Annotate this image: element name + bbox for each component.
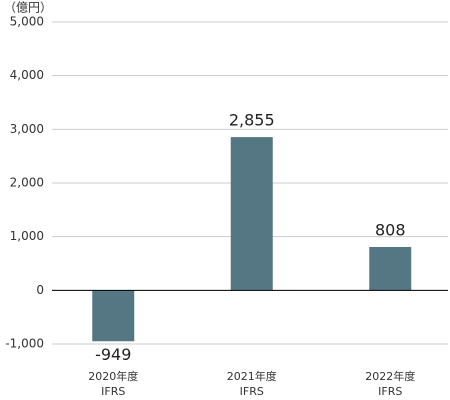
y-tick-label: 5,000 bbox=[10, 15, 44, 29]
y-tick-label: 3,000 bbox=[10, 122, 44, 136]
value-label: -949 bbox=[95, 345, 131, 364]
value-label: 2,855 bbox=[229, 111, 275, 130]
x-tick-label: IFRS bbox=[101, 385, 125, 398]
x-tick-label: 2022年度 bbox=[365, 369, 415, 383]
x-tick-label: 2020年度 bbox=[88, 369, 138, 383]
y-tick-label: 1,000 bbox=[10, 229, 44, 243]
bar bbox=[230, 137, 273, 291]
x-tick-label: IFRS bbox=[240, 385, 264, 398]
y-tick-label: -1,000 bbox=[5, 337, 44, 351]
y-tick-label: 2,000 bbox=[10, 176, 44, 190]
y-tick-label: 0 bbox=[36, 283, 44, 297]
value-label: 808 bbox=[375, 220, 406, 239]
y-axis-label: （億円） bbox=[4, 1, 52, 15]
y-tick-label: 4,000 bbox=[10, 68, 44, 82]
x-tick-label: 2021年度 bbox=[227, 369, 277, 383]
bar bbox=[369, 246, 412, 291]
x-tick-label: IFRS bbox=[378, 385, 402, 398]
bar bbox=[92, 290, 135, 342]
